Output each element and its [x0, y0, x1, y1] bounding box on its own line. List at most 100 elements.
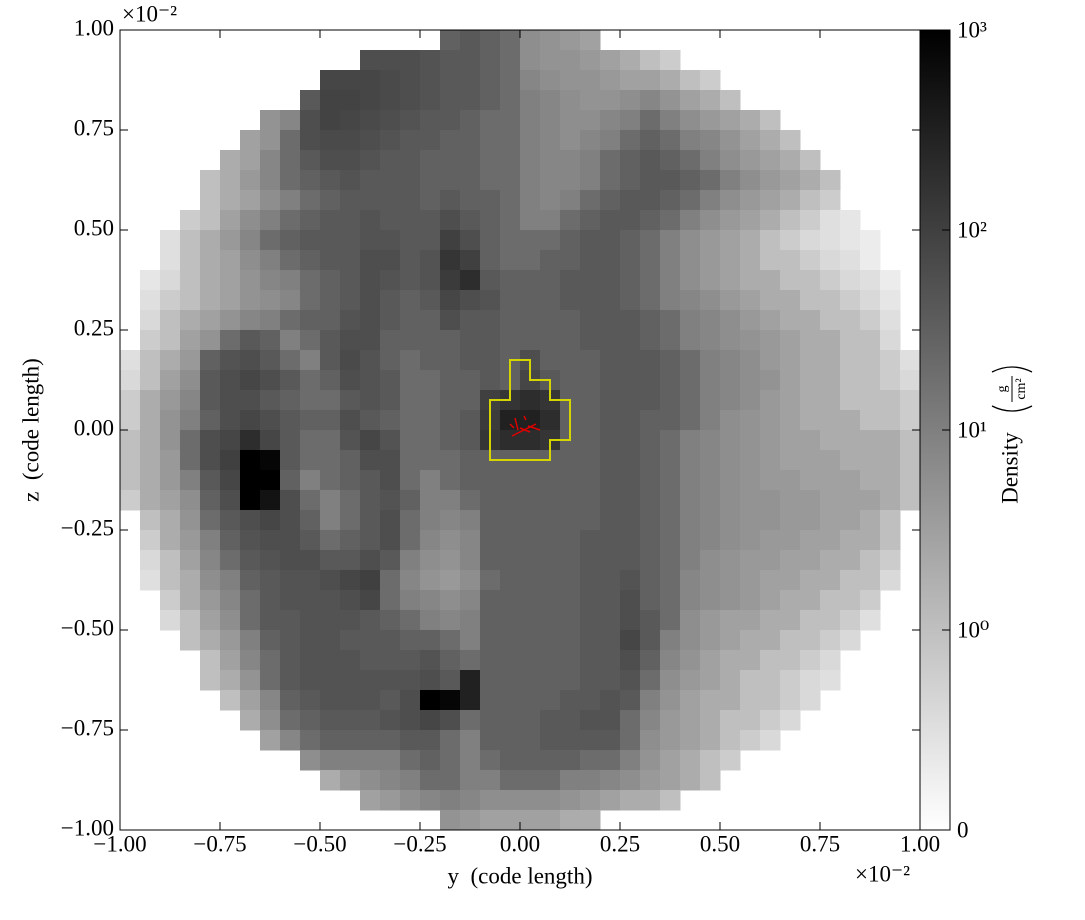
cell — [480, 650, 501, 671]
cell — [880, 330, 901, 351]
cell — [220, 650, 241, 671]
cell — [740, 510, 761, 531]
cell — [320, 590, 341, 611]
cell — [360, 450, 381, 471]
cell — [420, 350, 441, 371]
cell — [240, 410, 261, 431]
cell — [420, 390, 441, 411]
cell — [720, 130, 741, 151]
cell — [120, 470, 141, 491]
cell — [220, 310, 241, 331]
cell — [520, 290, 541, 311]
cell — [600, 350, 621, 371]
cell — [840, 450, 861, 471]
cell — [520, 790, 541, 811]
cell — [620, 330, 641, 351]
cell — [520, 730, 541, 751]
cell — [260, 230, 281, 251]
cell — [420, 630, 441, 651]
cell — [440, 790, 461, 811]
cell — [840, 230, 861, 251]
cell — [580, 410, 601, 431]
cell — [780, 250, 801, 271]
cell — [140, 290, 161, 311]
cell — [180, 390, 201, 411]
cell — [240, 650, 261, 671]
cell — [800, 670, 821, 691]
cell — [240, 710, 261, 731]
cell — [600, 50, 621, 71]
cell — [260, 470, 281, 491]
cell — [260, 670, 281, 691]
cell — [620, 710, 641, 731]
cell — [160, 450, 181, 471]
cell — [220, 250, 241, 271]
cell — [760, 430, 781, 451]
cell — [700, 570, 721, 591]
cell — [340, 410, 361, 431]
cell — [720, 230, 741, 251]
cell — [220, 530, 241, 551]
cell — [540, 30, 561, 51]
cell — [580, 170, 601, 191]
cell — [180, 610, 201, 631]
cell — [680, 110, 701, 131]
cell — [320, 170, 341, 191]
cell — [440, 150, 461, 171]
cell — [660, 170, 681, 191]
cell — [620, 610, 641, 631]
cell — [280, 650, 301, 671]
cell — [740, 450, 761, 471]
cell — [460, 170, 481, 191]
cell — [280, 730, 301, 751]
cell — [400, 50, 421, 71]
cell — [340, 370, 361, 391]
cell — [440, 230, 461, 251]
cell — [500, 210, 521, 231]
cell — [660, 110, 681, 131]
cell — [540, 730, 561, 751]
cell — [360, 330, 381, 351]
cell — [220, 190, 241, 211]
cell — [860, 290, 881, 311]
cell — [400, 290, 421, 311]
cell — [580, 190, 601, 211]
cell — [820, 630, 841, 651]
cell — [760, 190, 781, 211]
cell — [720, 490, 741, 511]
cell — [860, 570, 881, 591]
cell — [300, 690, 321, 711]
cell — [860, 410, 881, 431]
cell — [300, 170, 321, 191]
cell — [360, 50, 381, 71]
cell — [560, 350, 581, 371]
cell — [360, 790, 381, 811]
cell — [660, 230, 681, 251]
cell — [500, 470, 521, 491]
cell — [120, 370, 141, 391]
cell — [420, 410, 441, 431]
cell — [200, 250, 221, 271]
cell — [360, 590, 381, 611]
cell — [240, 550, 261, 571]
colorbar-title: Density — [997, 432, 1022, 504]
cell — [600, 730, 621, 751]
cell — [560, 30, 581, 51]
ticks: −1.00 −0.75 −0.50 −0.25 0.00 0.25 0.50 0.75 1.00… — [61, 15, 989, 856]
cell — [540, 630, 561, 651]
cell — [360, 630, 381, 651]
cell — [700, 470, 721, 491]
cell — [840, 210, 861, 231]
cell — [380, 450, 401, 471]
cell — [420, 790, 441, 811]
cell — [640, 770, 661, 791]
cell — [400, 730, 421, 751]
cell — [460, 150, 481, 171]
cell — [800, 650, 821, 671]
cell — [660, 430, 681, 451]
cell — [540, 770, 561, 791]
cell — [740, 370, 761, 391]
cell — [600, 170, 621, 191]
cell — [780, 670, 801, 691]
cell — [380, 390, 401, 411]
